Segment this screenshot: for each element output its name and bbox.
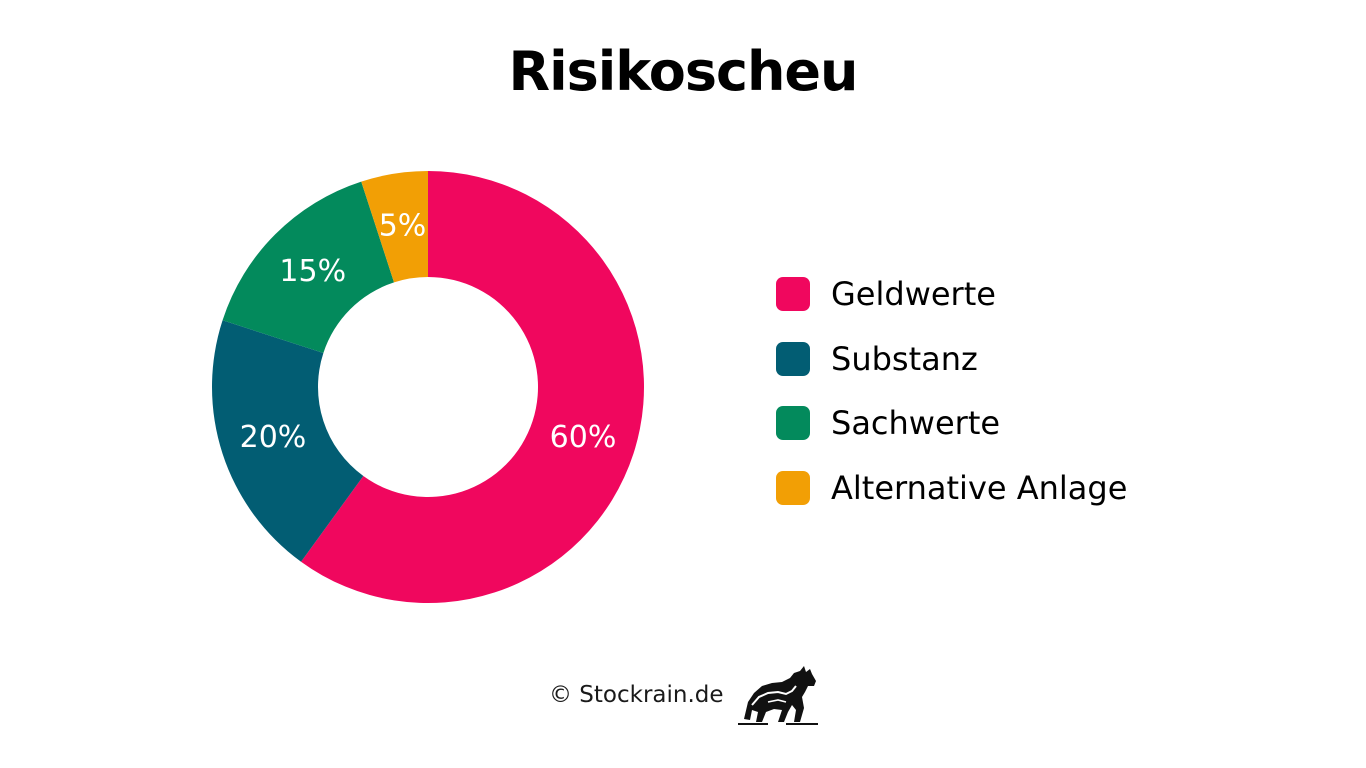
legend-item: Alternative Anlage — [776, 456, 1127, 521]
slice-sachwerte — [222, 181, 395, 354]
legend-swatch — [776, 341, 810, 376]
legend-label: Alternative Anlage — [831, 468, 1128, 507]
legend-swatch — [776, 406, 810, 441]
legend-item: Geldwerte — [776, 262, 1127, 327]
legend-label: Geldwerte — [831, 275, 996, 314]
slice-geldwerte — [301, 171, 645, 604]
slice-substanz — [212, 320, 364, 562]
legend-label: Substanz — [831, 339, 978, 378]
copyright-text: © Stockrain.de — [549, 682, 724, 708]
slice-value-label: 15% — [279, 254, 346, 289]
legend-item: Substanz — [776, 327, 1127, 392]
slice-value-label: 60% — [550, 420, 617, 455]
donut-chart: 60% 20% 15% 5% — [212, 171, 645, 604]
slice-alternative-anlage — [361, 171, 428, 283]
legend-label: Sachwerte — [831, 404, 1001, 443]
slice-value-label: 20% — [240, 420, 307, 455]
legend-item: Sachwerte — [776, 391, 1127, 456]
chart-title: Risikoscheu — [508, 40, 859, 103]
footer: © Stockrain.de — [549, 664, 818, 726]
legend-swatch — [776, 277, 810, 312]
chart-legend: Geldwerte Substanz Sachwerte Alternative An… — [776, 262, 1127, 520]
legend-swatch — [776, 470, 810, 505]
slice-value-label: 5% — [379, 209, 427, 244]
bull-icon — [737, 666, 818, 725]
